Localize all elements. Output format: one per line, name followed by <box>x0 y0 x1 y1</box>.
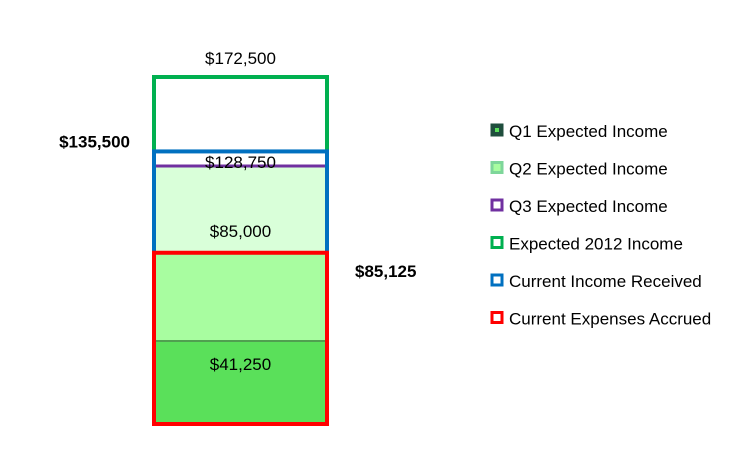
legend-item-expected-2012: Expected 2012 Income <box>490 235 683 254</box>
legend-label-q1: Q1 Expected Income <box>509 122 668 141</box>
legend-swatch-q1-center <box>495 128 499 132</box>
label-current-income-received: $135,500 <box>59 132 130 151</box>
legend-swatch-q3 <box>490 198 504 212</box>
bar-outlines <box>152 75 329 426</box>
bar-layers <box>154 77 327 424</box>
legend-item-income-received: Current Income Received <box>490 272 702 291</box>
legend-item-q3: Q3 Expected Income <box>490 197 668 216</box>
legend-label-expected-2012: Expected 2012 Income <box>509 235 683 254</box>
legend-label-expenses-accrued: Current Expenses Accrued <box>509 310 711 329</box>
legend-swatch-expenses-accrued <box>490 311 504 324</box>
legend-item-q2: Q2 Expected Income <box>490 160 668 179</box>
bar-segment-q1 <box>154 341 327 424</box>
data-labels: $41,250 $85,000 $128,750 $172,500 $135,5… <box>59 49 416 374</box>
legend-swatch-expected-2012 <box>490 236 504 249</box>
legend: Q1 Expected Income Q2 Expected Income Q3… <box>490 122 711 329</box>
label-expected-2012-income: $172,500 <box>205 49 276 68</box>
legend-label-q3: Q3 Expected Income <box>509 197 668 216</box>
legend-label-q2: Q2 Expected Income <box>509 160 668 179</box>
label-q1-expected-income: $41,250 <box>210 355 271 374</box>
label-current-expenses-accrued: $85,125 <box>355 262 416 281</box>
legend-item-q1: Q1 Expected Income <box>490 122 668 141</box>
legend-label-income-received: Current Income Received <box>509 272 702 291</box>
legend-item-expenses-accrued: Current Expenses Accrued <box>490 310 711 329</box>
outline-expenses-accrued <box>152 250 329 426</box>
label-q3-expected-income: $128,750 <box>205 153 276 172</box>
legend-swatch-q2 <box>490 161 504 174</box>
legend-swatch-income-received <box>490 273 504 287</box>
label-q2-expected-income: $85,000 <box>210 222 271 241</box>
